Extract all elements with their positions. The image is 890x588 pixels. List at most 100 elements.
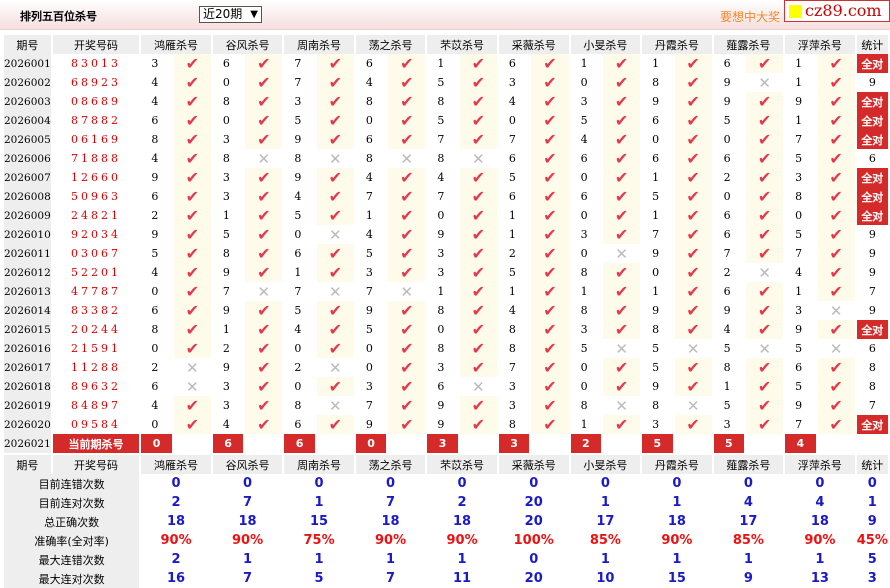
result-cell: ✔	[316, 54, 354, 73]
check-icon: ✔	[185, 282, 199, 301]
check-icon: ✔	[328, 130, 342, 149]
result-cell: ✔	[817, 130, 855, 149]
stat-cell: 全对	[856, 320, 888, 339]
stats-value: 1	[743, 552, 753, 567]
result-cell: ✔	[531, 225, 569, 244]
current-kill-number: 4	[785, 434, 816, 453]
stats-value: 13	[810, 571, 829, 586]
check-icon: ✔	[829, 111, 843, 130]
table-row: 2026009 24821 2 ✔ 1 ✔ 5 ✔ 1 ✔ 0 ✔ 1 ✔ 0 ✔ 1 ✔ 6 ✔ 0 ✔ 全对	[4, 206, 888, 225]
header-predictor: 丹霞杀号	[642, 35, 712, 54]
kill-number-cell: 0	[580, 171, 588, 184]
table-row: 2026019 84897 4 ✔ 3 ✔ 8 ✕ 7 ✔ 9 ✔ 3 ✔ 8 ✕ 8 ✕ 5 ✔ 9 ✔ 7	[4, 396, 888, 415]
kill-number-cell: 8	[437, 95, 445, 108]
check-icon: ✔	[757, 358, 772, 377]
check-icon: ✔	[471, 358, 485, 377]
check-icon: ✔	[757, 130, 772, 149]
result-cell: ✕	[316, 358, 354, 377]
draw-code-cell: 83382	[71, 304, 122, 317]
check-icon: ✔	[686, 263, 700, 282]
kill-number-cell: 0	[294, 342, 302, 355]
result-cell: ✔	[817, 358, 855, 377]
stats-value: 90%	[804, 533, 836, 548]
check-icon: ✔	[185, 206, 199, 225]
result-cell: ✔	[746, 111, 784, 130]
kill-number-cell: 4	[151, 399, 159, 412]
check-icon: ✔	[757, 320, 772, 339]
check-icon: ✔	[543, 130, 557, 149]
result-cell: ✔	[746, 168, 784, 187]
result-cell: ✔	[674, 111, 712, 130]
result-cell: ✔	[674, 358, 712, 377]
result-cell: ✔	[817, 206, 855, 225]
result-cell: ✔	[531, 415, 569, 434]
kill-number-cell: 1	[508, 285, 516, 298]
stat-cell: 全对	[856, 54, 888, 73]
check-icon: ✔	[686, 73, 700, 92]
stats-value: 90%	[446, 533, 478, 548]
check-icon: ✔	[328, 168, 342, 187]
kill-number-cell: 3	[222, 133, 230, 146]
result-cell: ✕	[388, 282, 426, 301]
kill-number-cell: 1	[795, 114, 803, 127]
header-code: 开奖号码	[52, 35, 140, 54]
check-icon: ✔	[257, 130, 271, 149]
page-title: 排列五百位杀号	[20, 10, 97, 23]
cross-icon: ✕	[329, 396, 342, 415]
table-row: 2026020 09584 0 ✔ 4 ✔ 6 ✔ 9 ✔ 9 ✔ 8 ✔ 1 ✔ 3 ✔ 3 ✔ 7 ✔ 全对	[4, 415, 888, 434]
result-cell: ✔	[603, 282, 641, 301]
check-icon: ✔	[328, 111, 342, 130]
stats-value: 0	[314, 476, 324, 491]
result-cell: ✔	[674, 168, 712, 187]
cross-icon: ✕	[400, 149, 414, 168]
result-cell: ✕	[746, 339, 784, 358]
check-icon: ✔	[543, 415, 557, 434]
header-row: 期号 开奖号码 鸿雁杀号 谷风杀号 周南杀号 荡之杀号 芣苡杀号 采薇杀号 小旻杀号 丹霞杀号 薤露…	[4, 35, 888, 54]
result-cell: ✔	[316, 92, 354, 111]
kill-number-cell: 4	[151, 152, 159, 165]
result-cell: ✔	[245, 301, 283, 320]
result-cell: ✔	[674, 130, 712, 149]
header-predictor: 谷风杀号	[212, 455, 283, 474]
result-cell: ✔	[746, 396, 784, 415]
check-icon: ✔	[614, 225, 629, 244]
check-icon: ✔	[400, 187, 414, 206]
result-cell: ✔	[746, 301, 784, 320]
draw-code-cell: 21591	[71, 342, 122, 355]
result-cell: ✔	[746, 358, 784, 377]
kill-number-cell: 8	[222, 152, 230, 165]
kill-number-cell: 0	[437, 209, 445, 222]
check-icon: ✔	[471, 339, 485, 358]
kill-number-cell: 9	[222, 304, 230, 317]
check-icon: ✔	[400, 130, 414, 149]
result-cell: ✔	[817, 282, 855, 301]
slogan-link[interactable]: 要想中大奖	[720, 10, 781, 24]
stats-value: 2	[171, 495, 181, 510]
result-cell: ✔	[531, 111, 569, 130]
check-icon: ✔	[400, 244, 414, 263]
stats-value: 7	[243, 571, 253, 586]
range-select[interactable]: 近20期 ▼	[199, 6, 262, 23]
kill-number-cell: 6	[294, 247, 302, 260]
result-cell: ✔	[531, 244, 569, 263]
check-icon: ✔	[471, 73, 485, 92]
kill-number-cell: 2	[294, 361, 302, 374]
stats-value: 1	[600, 552, 610, 567]
period-cell: 2026015	[4, 320, 51, 339]
result-cell: ✔	[817, 149, 855, 168]
kill-number-cell: 5	[723, 342, 731, 355]
check-icon: ✔	[257, 54, 271, 73]
cross-icon: ✕	[400, 282, 414, 301]
stats-total: 5	[867, 552, 877, 567]
kill-number-cell: 1	[795, 57, 803, 70]
draw-code-cell: 03067	[71, 247, 122, 260]
kill-number-cell: 0	[365, 114, 373, 127]
check-icon: ✔	[686, 377, 700, 396]
site-logo[interactable]: cz89.com	[784, 0, 890, 22]
result-cell: ✔	[388, 339, 426, 358]
kill-number-cell: 0	[508, 114, 516, 127]
period-cell: 2026013	[4, 282, 51, 301]
check-icon: ✔	[185, 244, 199, 263]
kill-number-cell: 4	[365, 76, 373, 89]
result-cell: ✔	[603, 149, 641, 168]
